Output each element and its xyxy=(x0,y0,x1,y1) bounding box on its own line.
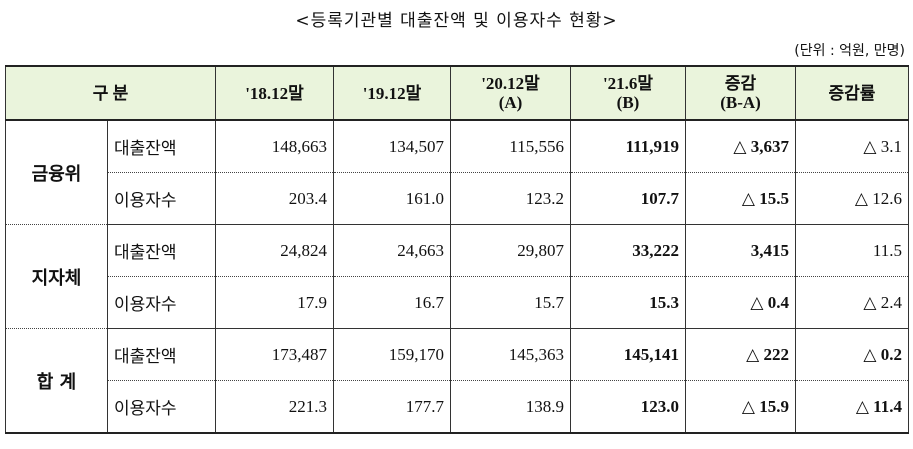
table-row: 지자체 대출잔액 24,824 24,663 29,807 33,222 3,415 11.5 xyxy=(5,224,909,329)
cell: 17.9 xyxy=(215,276,334,329)
group-label: 합 계 xyxy=(5,328,108,434)
cell: △ 222 xyxy=(685,328,796,381)
cell: 107.7 xyxy=(570,172,686,225)
header-row: 구 분 '18.12말 '19.12말 '20.12말 (A) '21.6말 (B) 증감… xyxy=(5,65,909,121)
row-label: 이용자수 xyxy=(107,276,216,329)
row-label: 대출잔액 xyxy=(107,224,216,277)
cell: 123.2 xyxy=(450,172,571,225)
table-row: 이용자수 203.4 161.0 123.2 107.7 △ 15.5 △ 12.6 xyxy=(6,172,909,225)
table-body: 금융위 대출잔액 148,663 134,507 115,556 111,919 △ 3,6… xyxy=(5,120,909,434)
cell: △ 11.4 xyxy=(795,380,909,434)
table-row: 합 계 대출잔액 173,487 159,170 145,363 145,141 △ 222… xyxy=(5,328,909,434)
cell: 3,415 xyxy=(685,224,796,277)
cell: 33,222 xyxy=(570,224,686,277)
row-label: 대출잔액 xyxy=(107,120,216,173)
row-label: 이용자수 xyxy=(107,380,216,434)
header-cell: '21.6말 (B) xyxy=(570,65,686,121)
header-cell: '20.12말 (A) xyxy=(450,65,571,121)
row-label: 이용자수 xyxy=(107,172,216,225)
cell: 16.7 xyxy=(333,276,451,329)
cell: 221.3 xyxy=(215,380,334,434)
cell: 203.4 xyxy=(215,172,334,225)
header-cell: '19.12말 xyxy=(333,65,451,121)
cell: 123.0 xyxy=(570,380,686,434)
cell: 11.5 xyxy=(795,224,909,277)
cell: △ 15.9 xyxy=(685,380,796,434)
cell: △ 3,637 xyxy=(685,120,796,173)
cell: △ 3.1 xyxy=(795,120,909,173)
group-label: 지자체 xyxy=(5,224,108,329)
cell: 24,663 xyxy=(333,224,451,277)
cell: 161.0 xyxy=(333,172,451,225)
title: <등록기관별 대출잔액 및 이용자수 현황> xyxy=(295,11,618,31)
cell: 159,170 xyxy=(333,328,451,381)
cell: 29,807 xyxy=(450,224,571,277)
cell: 15.3 xyxy=(570,276,686,329)
cell: 115,556 xyxy=(450,120,571,173)
cell: △ 0.2 xyxy=(795,328,909,381)
header-cell: 증감률 xyxy=(795,65,909,121)
table-row: 이용자수 221.3 177.7 138.9 123.0 △ 15.9 △ 11.4 xyxy=(6,380,909,434)
cell: 15.7 xyxy=(450,276,571,329)
cell: 145,363 xyxy=(450,328,571,381)
header-cell: '18.12말 xyxy=(215,65,334,121)
cell: △ 12.6 xyxy=(795,172,909,225)
header-cell: 구 분 xyxy=(5,65,216,121)
group-label: 금융위 xyxy=(5,120,108,225)
cell: 24,824 xyxy=(215,224,334,277)
cell: 177.7 xyxy=(333,380,451,434)
cell: 111,919 xyxy=(570,120,686,173)
cell: △ 2.4 xyxy=(795,276,909,329)
cell: 173,487 xyxy=(215,328,334,381)
cell: 138.9 xyxy=(450,380,571,434)
row-label: 대출잔액 xyxy=(107,328,216,381)
cell: 148,663 xyxy=(215,120,334,173)
cell: △ 0.4 xyxy=(685,276,796,329)
table: 구 분 '18.12말 '19.12말 '20.12말 (A) '21.6말 (B) 증감… xyxy=(5,65,909,434)
cell: △ 15.5 xyxy=(685,172,796,225)
unit-note: (단위 : 억원, 만명) xyxy=(794,43,905,59)
table-row: 금융위 대출잔액 148,663 134,507 115,556 111,919 △ 3,6… xyxy=(5,120,909,225)
table-row: 이용자수 17.9 16.7 15.7 15.3 △ 0.4 △ 2.4 xyxy=(6,276,909,329)
header-cell: 증감 (B-A) xyxy=(685,65,796,121)
cell: 134,507 xyxy=(333,120,451,173)
cell: 145,141 xyxy=(570,328,686,381)
